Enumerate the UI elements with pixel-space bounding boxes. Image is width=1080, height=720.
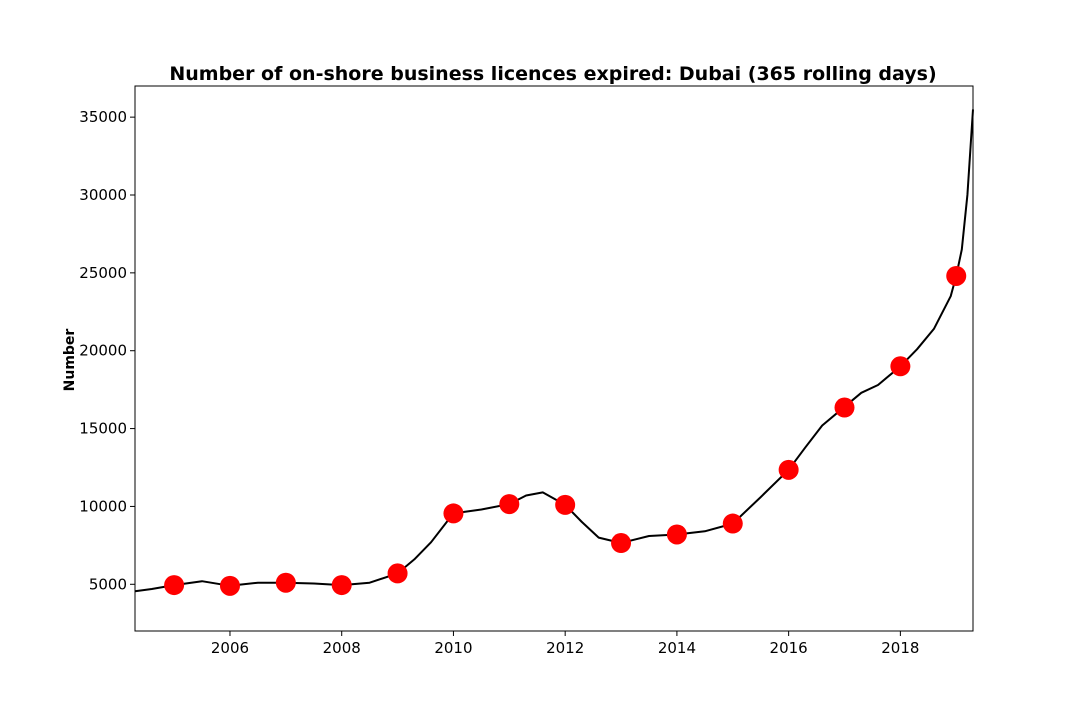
data-point-marker: [666, 524, 687, 545]
data-point-marker: [611, 533, 632, 554]
data-point-marker: [499, 494, 520, 515]
data-point-marker: [387, 563, 408, 584]
y-tick-label: 20000: [79, 342, 127, 360]
y-tick-label: 35000: [79, 108, 127, 126]
data-point-marker: [834, 397, 855, 418]
x-tick-label: 2006: [211, 639, 249, 657]
x-tick-label: 2018: [881, 639, 919, 657]
data-point-marker: [164, 575, 185, 596]
x-tick-label: 2016: [770, 639, 808, 657]
data-point-marker: [219, 575, 240, 596]
x-tick-label: 2014: [658, 639, 696, 657]
data-point-marker: [555, 494, 576, 515]
data-point-marker: [443, 503, 464, 524]
y-tick-label: 15000: [79, 420, 127, 438]
data-point-marker: [331, 575, 352, 596]
series-line: [134, 109, 974, 593]
data-point-marker: [778, 459, 799, 480]
x-tick-label: 2010: [434, 639, 472, 657]
plot-area: [134, 109, 974, 596]
x-tick-label: 2012: [546, 639, 584, 657]
x-tick-label: 2008: [323, 639, 361, 657]
chart-title: Number of on-shore business licences exp…: [169, 63, 936, 85]
axes: 2006 2008 2010 2012 2014 2016 2018 5000 10000 150…: [79, 108, 919, 657]
data-point-marker: [275, 572, 296, 593]
y-tick-label: 5000: [89, 575, 127, 593]
y-tick-label: 25000: [79, 264, 127, 282]
data-point-marker: [946, 265, 967, 286]
y-tick-label: 30000: [79, 186, 127, 204]
axes-frame: [134, 85, 974, 632]
data-point-marker: [722, 513, 743, 534]
data-point-marker: [890, 356, 911, 377]
y-axis-label: Number: [62, 329, 78, 392]
y-tick-label: 10000: [79, 497, 127, 515]
